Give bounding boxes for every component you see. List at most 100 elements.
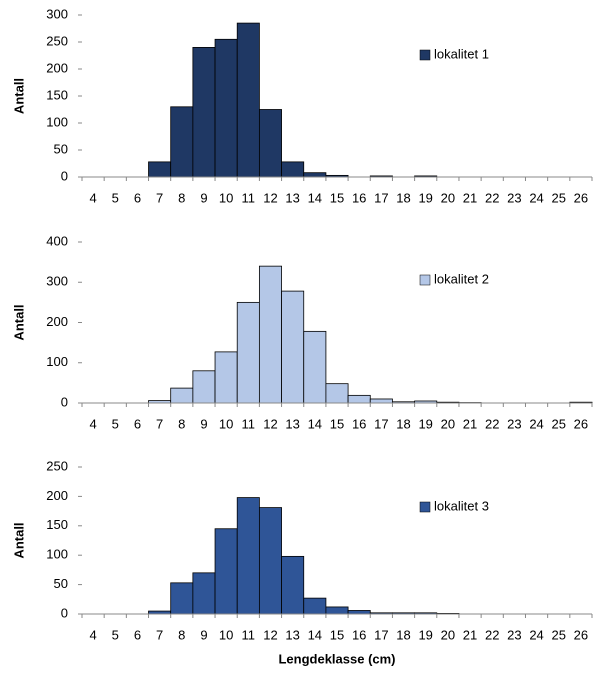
x-tick-label: 14 [308, 627, 322, 642]
bar [258, 265, 282, 404]
bar [192, 370, 216, 404]
x-tick-label: 6 [134, 627, 141, 642]
x-tick-label: 11 [242, 416, 256, 431]
x-tick-label: 22 [485, 416, 499, 431]
x-tick-label: 16 [352, 627, 366, 642]
bar [170, 106, 194, 178]
x-tick-label: 10 [219, 416, 233, 431]
x-tick-label: 21 [463, 190, 477, 205]
bar [258, 507, 282, 615]
y-tick-label: 0 [61, 394, 68, 409]
x-tick-label: 22 [485, 627, 499, 642]
x-tick-label: 16 [352, 416, 366, 431]
x-tick-label: 19 [418, 627, 432, 642]
x-tick-label: 8 [178, 416, 185, 431]
x-tick-label: 18 [396, 627, 410, 642]
bar [281, 555, 305, 615]
x-tick-label: 8 [178, 190, 185, 205]
x-tick-label: 24 [529, 627, 543, 642]
y-tick-label: 150 [46, 517, 68, 532]
legend-swatch [419, 49, 431, 61]
y-tick-label: 250 [46, 33, 68, 48]
y-axis-title: Antall [11, 78, 26, 114]
x-tick-label: 13 [285, 416, 299, 431]
x-tick-label: 14 [308, 416, 322, 431]
bar [170, 582, 194, 615]
x-tick-label: 26 [574, 190, 588, 205]
x-tick-label: 26 [574, 627, 588, 642]
x-tick-label: 5 [112, 627, 119, 642]
y-tick-label: 200 [46, 488, 68, 503]
bar [369, 398, 393, 404]
x-tick-label: 25 [552, 627, 566, 642]
bar [236, 301, 260, 404]
x-tick-label: 7 [156, 416, 163, 431]
x-tick-label: 17 [374, 416, 388, 431]
x-tick-label: 7 [156, 190, 163, 205]
legend-swatch [419, 501, 431, 513]
bar [192, 572, 216, 615]
x-tick-label: 4 [89, 627, 96, 642]
x-tick-label: 20 [441, 190, 455, 205]
x-tick-label: 25 [552, 190, 566, 205]
x-tick-label: 15 [330, 416, 344, 431]
x-tick-label: 5 [112, 190, 119, 205]
x-tick-label: 23 [507, 416, 521, 431]
bar [303, 330, 327, 404]
bar [214, 38, 238, 178]
x-tick-label: 19 [418, 416, 432, 431]
x-tick-label: 23 [507, 627, 521, 642]
legend-label: lokalitet 1 [434, 46, 489, 61]
bar [303, 597, 327, 615]
y-tick-label: 400 [46, 233, 68, 248]
x-tick-label: 12 [263, 627, 277, 642]
y-axis-title: Antall [11, 522, 26, 558]
bar [325, 606, 349, 615]
y-tick-label: 0 [61, 168, 68, 183]
legend-label: lokalitet 2 [434, 271, 489, 286]
x-tick-label: 6 [134, 190, 141, 205]
bar [303, 172, 327, 178]
x-tick-label: 9 [200, 190, 207, 205]
x-tick-label: 5 [112, 416, 119, 431]
y-tick-label: 250 [46, 458, 68, 473]
x-tick-label: 24 [529, 416, 543, 431]
x-tick-label: 4 [89, 416, 96, 431]
x-tick-label: 12 [263, 416, 277, 431]
bar [170, 387, 194, 404]
y-tick-label: 200 [46, 60, 68, 75]
x-tick-label: 6 [134, 416, 141, 431]
x-tick-label: 13 [285, 627, 299, 642]
y-tick-label: 100 [46, 547, 68, 562]
bar [214, 351, 238, 404]
x-tick-label: 7 [156, 627, 163, 642]
x-tick-label: 14 [308, 190, 322, 205]
x-tick-label: 9 [200, 627, 207, 642]
x-tick-label: 17 [374, 190, 388, 205]
x-tick-label: 20 [441, 416, 455, 431]
bar [347, 610, 371, 615]
y-tick-label: 50 [54, 141, 68, 156]
x-tick-label: 17 [374, 627, 388, 642]
x-tick-label: 11 [242, 190, 256, 205]
y-tick-label: 0 [61, 605, 68, 620]
x-tick-label: 15 [330, 190, 344, 205]
x-tick-label: 18 [396, 416, 410, 431]
x-tick-label: 21 [463, 416, 477, 431]
x-tick-label: 21 [463, 627, 477, 642]
x-tick-label: 18 [396, 190, 410, 205]
y-tick-label: 300 [46, 6, 68, 21]
x-tick-label: 4 [89, 190, 96, 205]
bar [281, 290, 305, 404]
x-tick-label: 13 [285, 190, 299, 205]
x-tick-label: 15 [330, 627, 344, 642]
x-tick-label: 23 [507, 190, 521, 205]
x-tick-label: 12 [263, 190, 277, 205]
x-tick-label: 24 [529, 190, 543, 205]
bar [347, 394, 371, 404]
x-tick-label: 11 [242, 627, 256, 642]
x-tick-label: 26 [574, 416, 588, 431]
x-tick-label: 16 [352, 190, 366, 205]
bar [325, 383, 349, 404]
